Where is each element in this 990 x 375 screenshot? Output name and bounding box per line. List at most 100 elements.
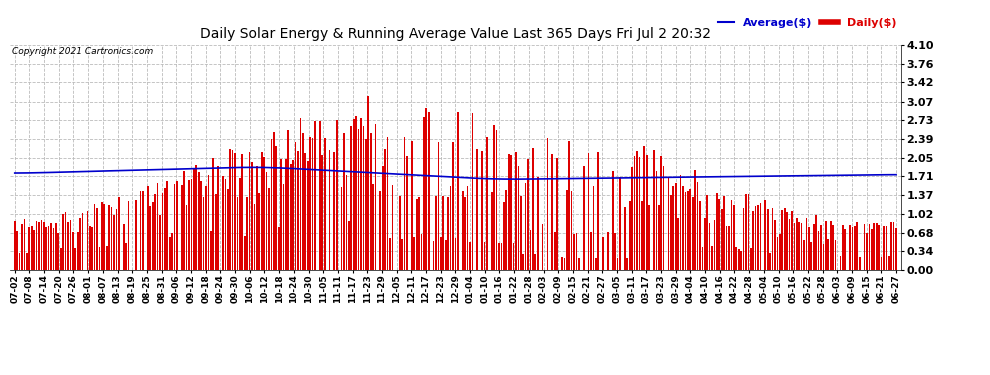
Bar (248, 152, 250, 270)
Bar (823, 243, 825, 270)
Bar (501, 243, 502, 270)
Bar (811, 242, 812, 270)
Bar (367, 96, 369, 270)
Bar (803, 240, 805, 270)
Bar (374, 124, 376, 270)
Bar (752, 211, 754, 270)
Bar (379, 191, 381, 270)
Bar (96, 208, 98, 270)
Bar (859, 257, 860, 270)
Bar (714, 219, 716, 270)
Bar (542, 224, 544, 270)
Bar (694, 170, 696, 270)
Title: Daily Solar Energy & Running Average Value Last 365 Days Fri Jul 2 20:32: Daily Solar Energy & Running Average Val… (200, 27, 711, 41)
Bar (653, 150, 654, 270)
Bar (123, 224, 125, 270)
Bar (593, 186, 594, 270)
Bar (164, 189, 165, 270)
Bar (885, 226, 887, 270)
Bar (225, 179, 227, 270)
Bar (300, 118, 301, 270)
Bar (639, 158, 641, 270)
Bar (433, 241, 435, 270)
Bar (329, 150, 331, 270)
Bar (697, 182, 698, 270)
Bar (350, 126, 352, 270)
Bar (69, 220, 71, 270)
Bar (295, 142, 296, 270)
Bar (571, 191, 572, 270)
Bar (791, 211, 793, 270)
Bar (24, 219, 26, 270)
Bar (634, 156, 636, 270)
Bar (711, 246, 713, 270)
Bar (469, 242, 471, 270)
Bar (111, 207, 113, 270)
Bar (709, 223, 711, 270)
Bar (319, 120, 321, 270)
Bar (38, 222, 40, 270)
Bar (731, 200, 733, 270)
Bar (546, 138, 548, 270)
Bar (602, 237, 604, 270)
Bar (615, 232, 616, 270)
Bar (481, 151, 483, 270)
Bar (208, 175, 209, 270)
Bar (842, 225, 843, 270)
Bar (67, 222, 69, 270)
Bar (285, 159, 287, 270)
Bar (624, 207, 626, 270)
Bar (46, 228, 48, 270)
Bar (878, 225, 880, 270)
Bar (161, 194, 163, 270)
Bar (230, 149, 231, 270)
Bar (283, 184, 284, 270)
Bar (483, 242, 485, 270)
Bar (401, 238, 403, 270)
Bar (786, 212, 788, 270)
Bar (16, 231, 18, 270)
Bar (414, 237, 415, 270)
Bar (438, 142, 440, 270)
Bar (629, 201, 631, 270)
Bar (719, 199, 720, 270)
Bar (309, 137, 311, 270)
Bar (26, 253, 28, 270)
Bar (721, 209, 723, 270)
Bar (789, 219, 790, 270)
Bar (447, 197, 449, 270)
Bar (387, 137, 388, 270)
Bar (52, 228, 54, 270)
Bar (556, 158, 558, 270)
Bar (702, 246, 703, 270)
Bar (324, 138, 326, 270)
Bar (637, 151, 638, 270)
Bar (270, 140, 272, 270)
Bar (808, 227, 810, 270)
Bar (464, 197, 466, 270)
Bar (769, 254, 771, 270)
Bar (553, 232, 555, 270)
Bar (454, 238, 456, 270)
Bar (305, 153, 306, 270)
Bar (449, 186, 451, 270)
Bar (716, 193, 718, 270)
Bar (416, 199, 418, 270)
Bar (590, 232, 592, 270)
Bar (757, 206, 759, 270)
Bar (888, 256, 890, 270)
Bar (314, 122, 316, 270)
Bar (687, 191, 689, 270)
Bar (816, 215, 817, 270)
Bar (820, 225, 822, 270)
Bar (235, 153, 236, 270)
Bar (426, 108, 428, 270)
Bar (118, 197, 120, 270)
Bar (704, 218, 706, 270)
Bar (781, 210, 783, 270)
Bar (871, 229, 873, 270)
Bar (156, 183, 158, 270)
Bar (278, 227, 279, 270)
Bar (774, 220, 776, 270)
Bar (840, 256, 842, 270)
